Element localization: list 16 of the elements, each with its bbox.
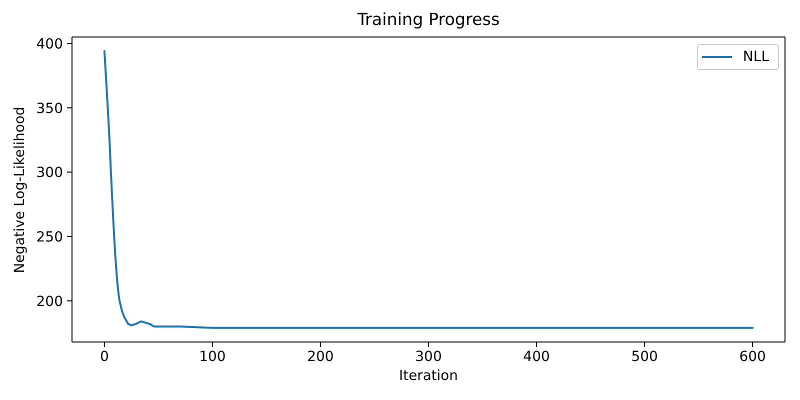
y-tick-label: 400 bbox=[36, 36, 63, 52]
y-tick-label: 300 bbox=[36, 165, 63, 182]
chart-title: Training Progress bbox=[356, 9, 501, 29]
legend-label: NLL bbox=[742, 49, 769, 65]
x-tick-label: 400 bbox=[523, 348, 550, 365]
x-tick-label: 600 bbox=[739, 348, 766, 365]
x-axis-title: Iteration bbox=[398, 367, 459, 385]
y-tick-label: 250 bbox=[36, 229, 63, 246]
x-tick-label: 100 bbox=[199, 348, 226, 365]
y-tick-label: 200 bbox=[36, 294, 63, 310]
y-axis-title: Negative Log-Likelihood bbox=[11, 106, 29, 273]
y-tick-label: 350 bbox=[36, 100, 63, 117]
x-tick-label: 0 bbox=[100, 348, 109, 365]
x-tick-label: 300 bbox=[415, 348, 442, 365]
x-tick-label: 500 bbox=[631, 348, 658, 365]
x-tick-label: 200 bbox=[307, 348, 334, 365]
